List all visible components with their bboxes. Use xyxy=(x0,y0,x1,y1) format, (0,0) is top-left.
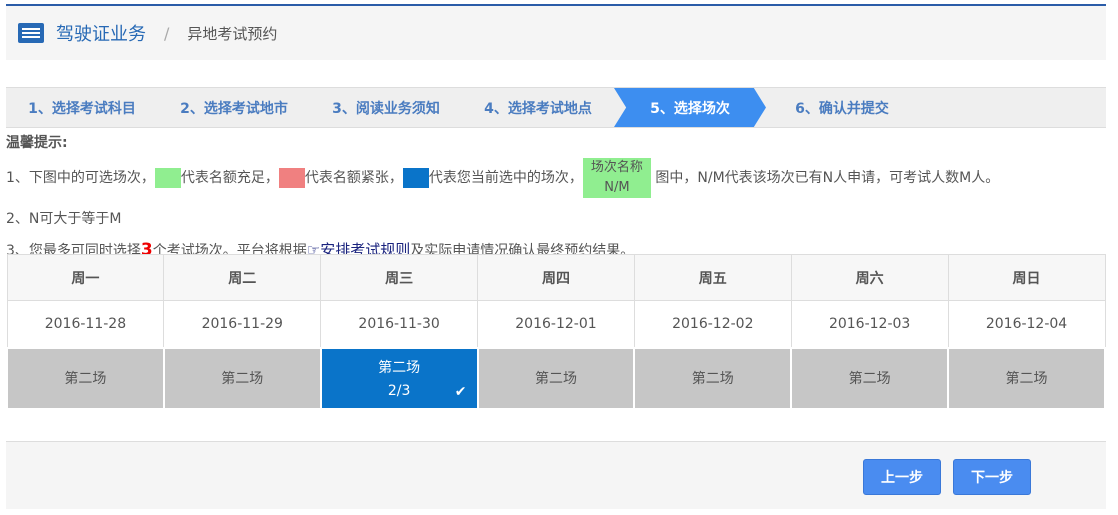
footer-bar: 上一步 下一步 xyxy=(6,441,1106,509)
session-cell[interactable]: 第二场 xyxy=(790,346,950,410)
day-header: 周三 xyxy=(320,254,479,301)
tip-1e: 图中，N/M代表该场次已有N人申请，可考试人数M人。 xyxy=(655,170,1000,186)
day-header: 周六 xyxy=(790,254,949,301)
day-header: 周四 xyxy=(477,254,635,301)
breadcrumb-root[interactable]: 驾驶证业务 xyxy=(56,24,146,45)
date-cell: 2016-11-30 xyxy=(320,300,479,348)
breadcrumb-current: 异地考试预约 xyxy=(187,24,278,43)
session-cell[interactable]: 第二场 xyxy=(162,346,322,410)
list-icon xyxy=(18,23,44,43)
tip-1a: 1、下图中的可选场次， xyxy=(6,170,155,186)
breadcrumb: 驾驶证业务 / 异地考试预约 xyxy=(6,6,1106,60)
session-name: 第二场 xyxy=(378,360,421,376)
step-6[interactable]: 6、确认并提交 xyxy=(795,100,889,117)
tip-1d: 代表您当前选中的场次， xyxy=(428,170,583,186)
session-count: 2/3 xyxy=(387,383,411,399)
date-cell: 2016-12-01 xyxy=(477,300,635,348)
tip-2: 2、N可大于等于M xyxy=(6,211,122,227)
legend-red xyxy=(278,168,305,188)
step-5-active[interactable]: 5、选择场次 xyxy=(614,88,766,127)
step-4[interactable]: 4、选择考试地点 xyxy=(484,100,592,117)
tip-1c: 代表名额紧张， xyxy=(304,170,403,186)
session-cell[interactable]: 第二场 xyxy=(633,346,793,410)
date-cell: 2016-12-02 xyxy=(633,300,792,348)
session-cell[interactable]: 第二场 xyxy=(947,346,1106,410)
legend-green xyxy=(154,168,181,188)
tip-1b: 代表名额充足， xyxy=(180,170,279,186)
step-1[interactable]: 1、选择考试科目 xyxy=(28,100,136,117)
legend-blue xyxy=(402,168,429,188)
check-icon: ✔ xyxy=(454,383,467,400)
day-header: 周五 xyxy=(633,254,792,301)
prev-button[interactable]: 上一步 xyxy=(863,459,941,495)
session-cell[interactable]: 第二场 xyxy=(476,346,636,410)
date-cell: 2016-11-29 xyxy=(163,300,322,348)
legend-name: 场次名称 xyxy=(590,160,643,175)
step-2[interactable]: 2、选择考试地市 xyxy=(180,100,288,117)
day-header: 周二 xyxy=(163,254,322,301)
tips-title: 温馨提示: xyxy=(6,135,68,151)
breadcrumb-separator: / xyxy=(164,23,170,43)
session-cell-selected[interactable]: 第二场 2/3 ✔ xyxy=(319,346,479,410)
date-cell: 2016-12-04 xyxy=(947,300,1106,348)
session-table: 周一 周二 周三 周四 周五 周六 周日 2016-11-28 2016-11-29 2016-1… xyxy=(6,254,1106,410)
legend-sample: 场次名称 N/M xyxy=(582,158,651,198)
day-header: 周日 xyxy=(947,254,1106,301)
step-wizard: 1、选择考试科目 2、选择考试地市 3、阅读业务须知 4、选择考试地点 5、选择… xyxy=(6,87,1106,128)
top-accent-line xyxy=(6,4,1106,6)
next-button[interactable]: 下一步 xyxy=(953,459,1031,495)
step-3[interactable]: 3、阅读业务须知 xyxy=(332,100,440,117)
date-cell: 2016-12-03 xyxy=(790,300,949,348)
max-count: 3 xyxy=(140,240,153,260)
session-cell[interactable]: 第二场 xyxy=(6,346,165,410)
tips: 温馨提示: 1、下图中的可选场次， 代表名额充足， 代表名额紧张， 代表您当前选中的场… xyxy=(6,133,999,260)
day-header: 周一 xyxy=(6,254,165,301)
date-cell: 2016-11-28 xyxy=(6,300,165,348)
legend-nm: N/M xyxy=(604,180,630,195)
